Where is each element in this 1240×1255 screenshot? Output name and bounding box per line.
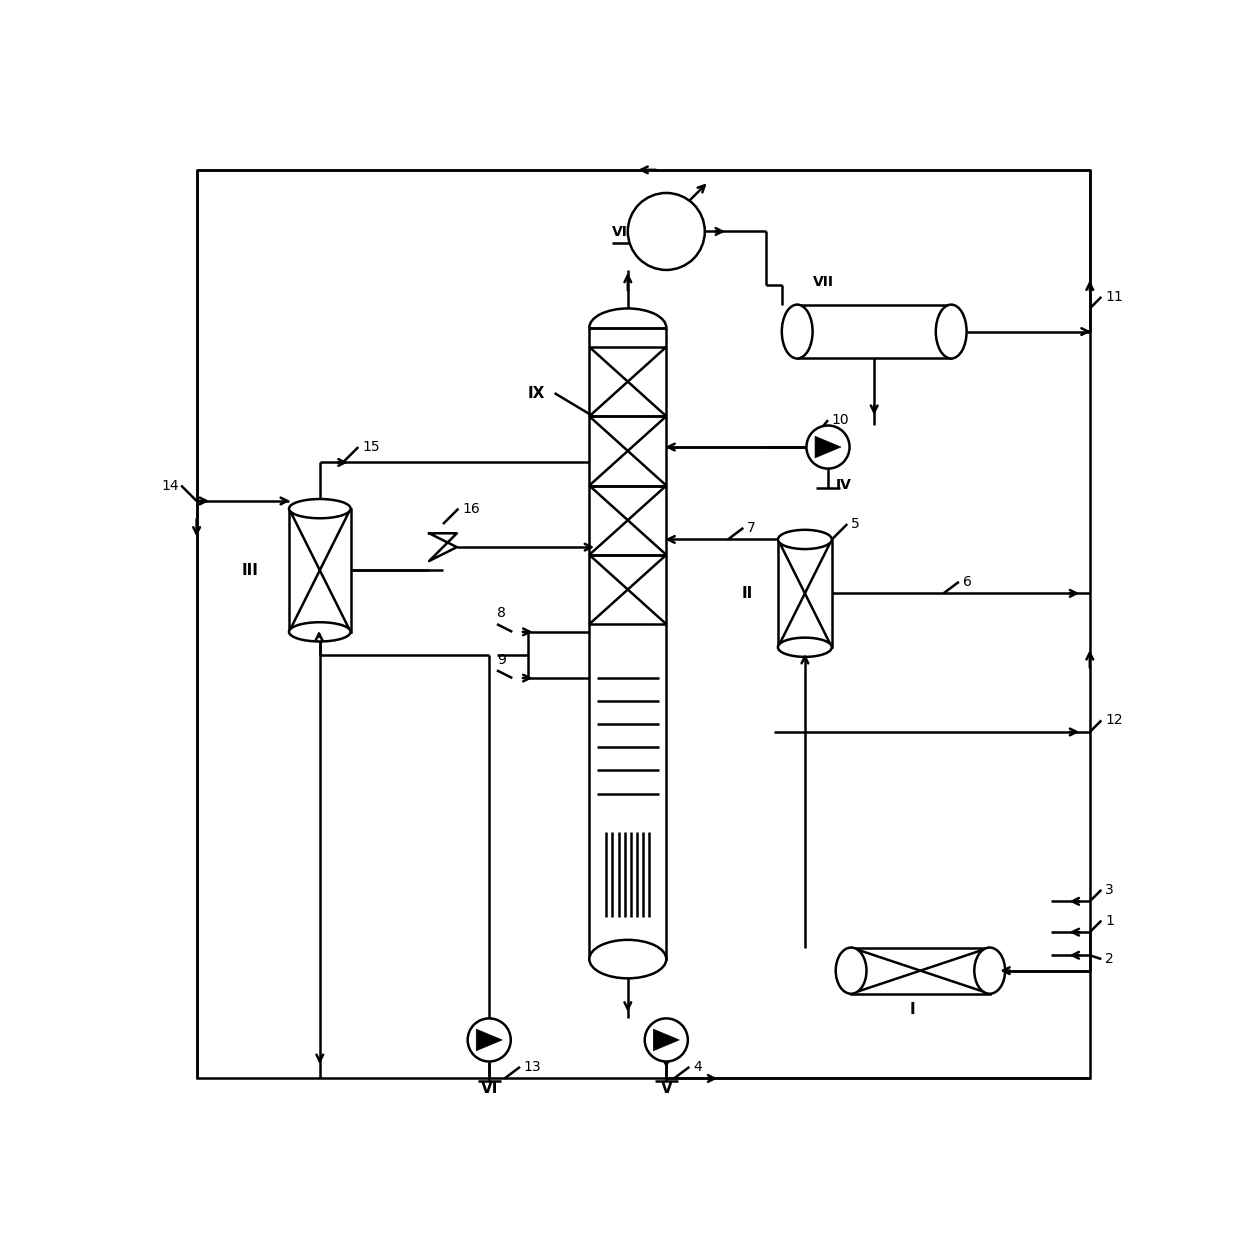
- Circle shape: [467, 1018, 511, 1062]
- Text: 11: 11: [1105, 290, 1123, 304]
- Bar: [797, 305, 951, 359]
- Text: 6: 6: [962, 575, 972, 589]
- Text: 7: 7: [748, 521, 756, 535]
- Ellipse shape: [289, 622, 351, 641]
- Text: IX: IX: [528, 385, 546, 400]
- Polygon shape: [815, 437, 841, 458]
- Circle shape: [806, 425, 849, 468]
- Text: 12: 12: [1105, 713, 1123, 728]
- Ellipse shape: [589, 940, 666, 979]
- Text: I: I: [910, 1001, 915, 1017]
- Bar: [589, 328, 666, 959]
- Circle shape: [645, 1018, 688, 1062]
- Ellipse shape: [777, 638, 832, 656]
- Text: 9: 9: [497, 653, 506, 666]
- Bar: [777, 540, 832, 648]
- Text: VI: VI: [613, 225, 629, 240]
- Text: VI: VI: [481, 1081, 498, 1096]
- Text: 8: 8: [497, 606, 506, 620]
- Bar: [851, 948, 990, 994]
- Text: 14: 14: [161, 478, 179, 492]
- Ellipse shape: [781, 305, 812, 359]
- Text: V: V: [661, 1081, 672, 1096]
- Text: 15: 15: [362, 441, 379, 454]
- Text: III: III: [242, 562, 259, 577]
- Circle shape: [627, 193, 704, 270]
- Text: 10: 10: [832, 413, 849, 427]
- Polygon shape: [653, 1029, 680, 1050]
- Text: 1: 1: [1105, 914, 1114, 927]
- Text: 4: 4: [693, 1060, 702, 1074]
- Text: 16: 16: [463, 502, 480, 516]
- Text: 3: 3: [1105, 882, 1114, 897]
- Polygon shape: [476, 1029, 502, 1050]
- Ellipse shape: [936, 305, 967, 359]
- Text: VII: VII: [812, 275, 833, 289]
- Ellipse shape: [975, 948, 1006, 994]
- Text: 13: 13: [523, 1060, 542, 1074]
- Bar: [289, 508, 351, 631]
- Text: 2: 2: [1105, 953, 1114, 966]
- Ellipse shape: [836, 948, 867, 994]
- Ellipse shape: [289, 499, 351, 518]
- Ellipse shape: [777, 530, 832, 550]
- Text: IV: IV: [836, 478, 852, 492]
- Text: 5: 5: [851, 517, 859, 531]
- Text: II: II: [742, 586, 753, 601]
